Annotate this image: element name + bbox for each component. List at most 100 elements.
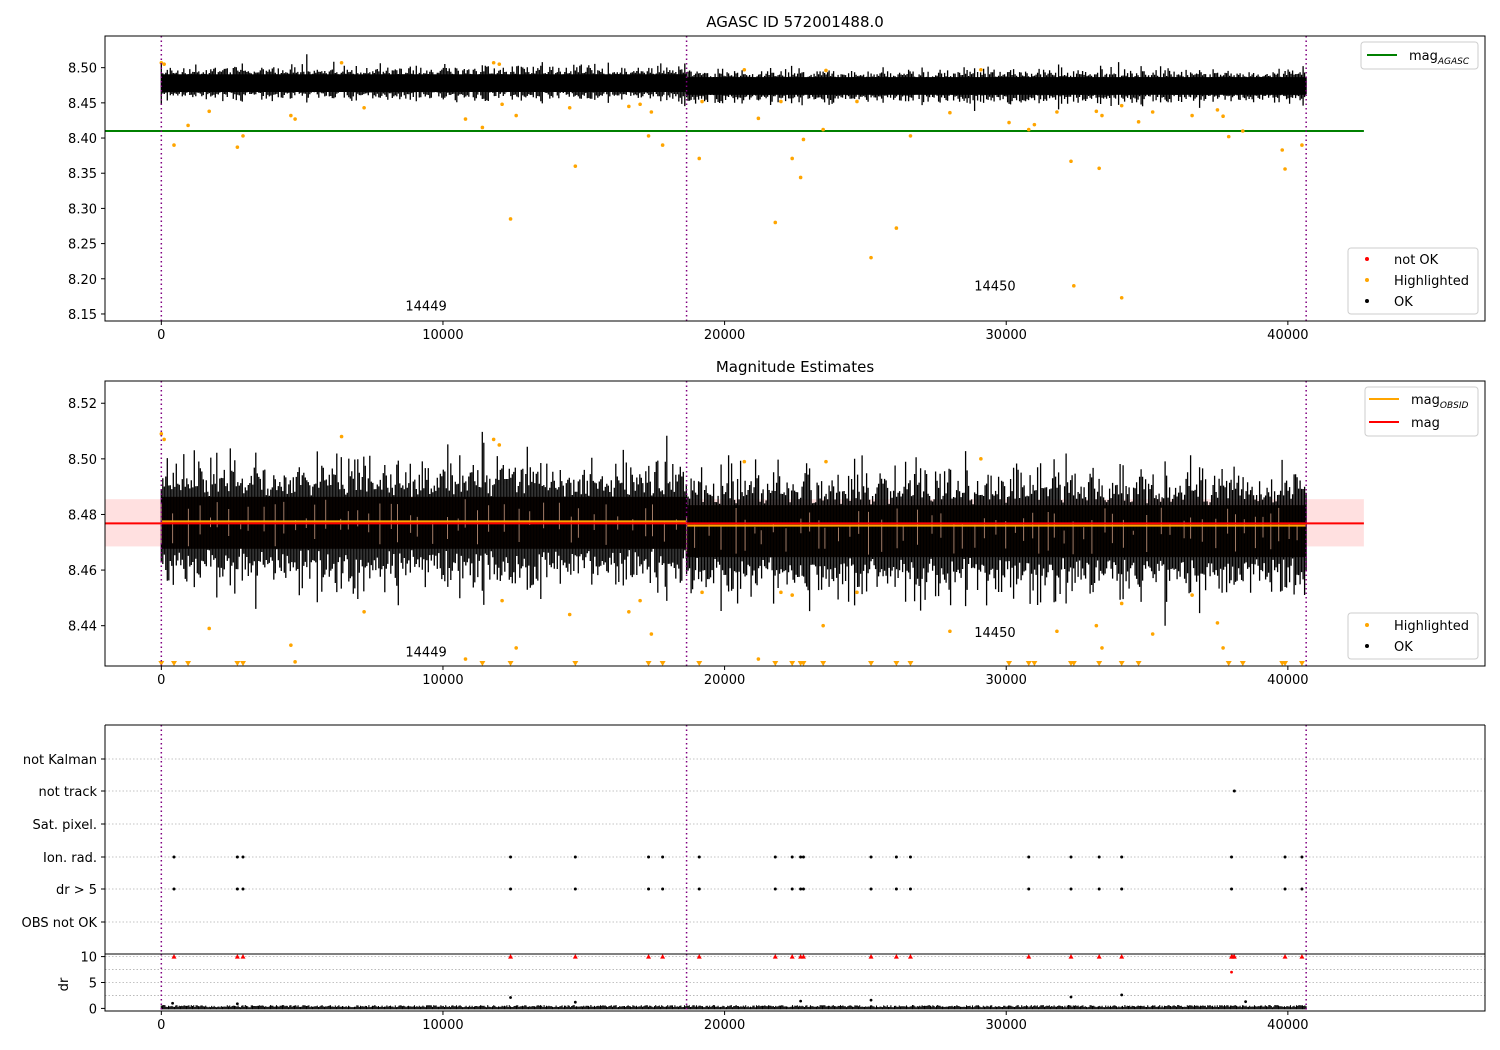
flag-point (773, 855, 777, 859)
dr-clipped-marker (1231, 954, 1237, 959)
highlighted-point (756, 657, 761, 661)
clipped-low-marker (234, 661, 241, 666)
highlighted-point (289, 643, 293, 647)
clipped-low-marker (696, 661, 703, 666)
y-tick-label: 8.44 (68, 620, 97, 635)
clipped-low-marker (572, 661, 579, 666)
flag-point (773, 887, 777, 891)
plot-frame (104, 380, 1486, 667)
dr-clipped-marker (893, 954, 899, 959)
legend-dot-swatch (1365, 299, 1369, 303)
clipped-low-marker (240, 661, 246, 666)
highlighted-point (627, 104, 631, 109)
dr-point (509, 996, 512, 999)
x-tick-label: 30000 (986, 673, 1027, 688)
flag-point (1300, 887, 1304, 891)
highlighted-point (855, 590, 859, 595)
legend-label-subscript: AGASC (1437, 57, 1470, 67)
dr-point (799, 999, 803, 1003)
highlighted-point (790, 593, 794, 597)
flag-category-label: not track (38, 785, 97, 800)
dr-clipped-marker (1282, 954, 1288, 959)
y-tick-label: 5 (89, 977, 97, 992)
flag-point (801, 887, 805, 891)
y-tick-label: 8.50 (68, 453, 97, 468)
highlighted-point (824, 459, 828, 464)
highlighted-point (1283, 167, 1287, 171)
highlighted-point (362, 105, 366, 110)
y-tick-label: 8.40 (68, 132, 97, 147)
highlighted-point (207, 109, 212, 114)
flag-point (1097, 855, 1101, 859)
clipped-low-marker (479, 661, 486, 666)
dr-panel: 0 10000 20000 30000 40000 0 5 10 dr (57, 951, 1486, 1033)
x-tick-label: 10000 (422, 328, 463, 343)
dr-clipped-marker (234, 954, 240, 959)
highlighted-point (1215, 621, 1220, 625)
highlighted-point (1226, 134, 1231, 139)
highlighted-point (500, 598, 504, 603)
flag-point (697, 887, 701, 891)
y-tick-label: 8.52 (68, 397, 97, 412)
flag-point (647, 855, 651, 859)
y-tick-label: 8.48 (68, 508, 97, 523)
highlighted-point (869, 255, 873, 260)
highlighted-point (1100, 113, 1104, 118)
legend-label: Highlighted (1394, 619, 1469, 634)
clipped-low-marker (907, 661, 914, 666)
clipped-low-marker (1282, 661, 1289, 666)
highlighted-point (742, 67, 747, 72)
x-tick-label: 40000 (1267, 328, 1308, 343)
dr-clipped-marker (789, 954, 795, 959)
dr-clipped-marker (508, 954, 514, 959)
highlighted-point (567, 612, 572, 617)
clipped-low-marker (800, 661, 807, 666)
clipped-low-marker (868, 661, 875, 666)
highlighted-point (948, 110, 952, 115)
highlighted-point (627, 609, 631, 614)
highlighted-point (894, 226, 899, 230)
dr-point (171, 1001, 174, 1005)
y-tick-label: 8.30 (68, 202, 97, 217)
y-tick-label: 8.15 (68, 308, 97, 323)
estimates-panel-title: Magnitude Estimates (716, 358, 874, 376)
flag-point (661, 855, 665, 859)
clipped-low-marker (1239, 661, 1246, 666)
highlighted-point (235, 145, 240, 149)
flags-panel-data (105, 725, 1485, 954)
clipped-low-marker (1135, 661, 1142, 666)
flag-point (1120, 855, 1124, 859)
dr-clipped-marker (800, 954, 806, 959)
dr-point (1069, 995, 1073, 999)
flag-point (661, 887, 665, 891)
highlighted-point (172, 143, 176, 147)
flag-point (509, 855, 513, 859)
clipped-low-marker (507, 661, 514, 666)
dr-point (1230, 970, 1233, 974)
highlighted-point (514, 646, 518, 650)
clipped-low-marker (1225, 661, 1232, 666)
dr-panel-data (105, 954, 1485, 1011)
highlighted-point (1190, 593, 1194, 597)
flag-point (235, 887, 239, 891)
y-tick-label: 10 (80, 951, 97, 966)
dr-clipped-marker (572, 954, 578, 959)
flag-point (1300, 855, 1304, 859)
highlighted-point (756, 116, 761, 121)
highlighted-point (289, 113, 293, 118)
highlighted-point (779, 590, 783, 595)
highlighted-point (1007, 120, 1011, 125)
obsid-label: 14450 (974, 280, 1015, 295)
x-tick-label: 0 (157, 673, 165, 688)
flag-point (172, 855, 176, 859)
clipped-low-marker (1070, 661, 1077, 666)
dr-point (1244, 1000, 1248, 1004)
dr-clipped-marker (1026, 954, 1032, 959)
flag-point (801, 855, 805, 859)
flag-point (894, 855, 898, 859)
highlighted-point (638, 102, 642, 107)
flag-category-label: OBS not OK (22, 916, 98, 931)
highlighted-point (1136, 120, 1141, 124)
highlighted-point (649, 632, 654, 636)
